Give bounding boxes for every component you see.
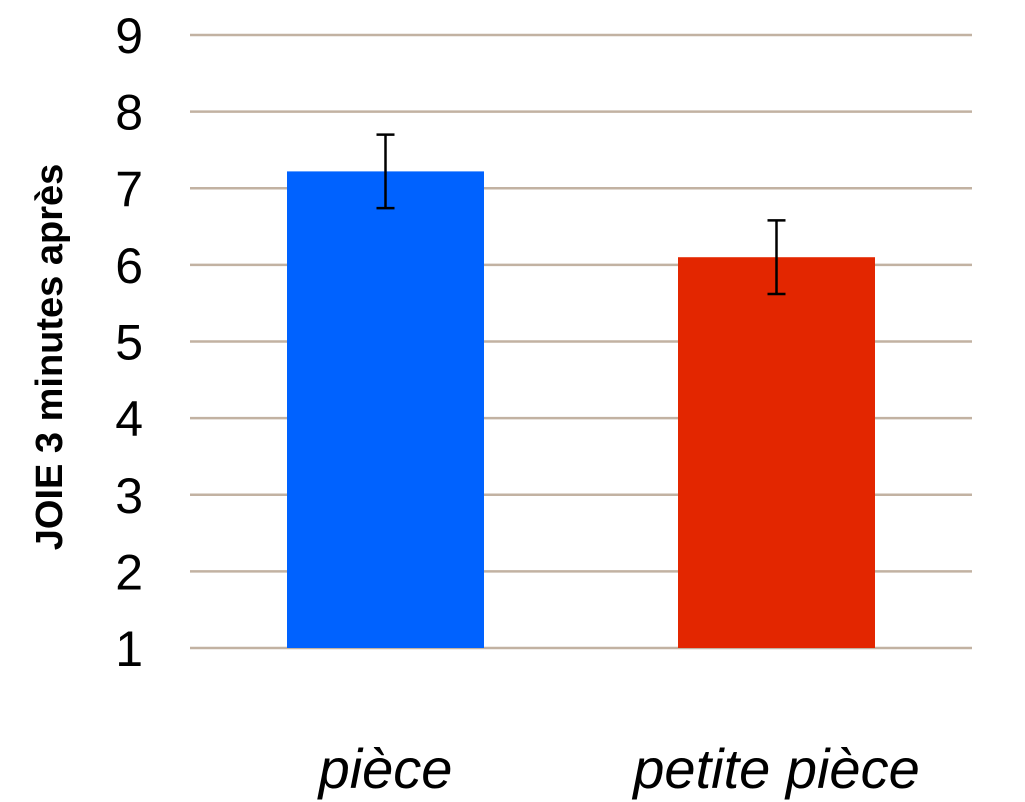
category-labels: pièce petite pièce xyxy=(317,737,920,800)
y-axis-label: JOIE 3 minutes après xyxy=(29,164,71,551)
y-tick-label: 3 xyxy=(115,468,143,524)
y-tick-label: 4 xyxy=(115,391,143,447)
y-tick-label: 1 xyxy=(115,621,143,677)
bar-2 xyxy=(678,257,875,648)
bar-1 xyxy=(287,171,484,648)
error-bar-1 xyxy=(376,133,395,210)
y-tick-label: 9 xyxy=(115,8,143,64)
category-label: petite pièce xyxy=(631,737,919,800)
y-tick-label: 7 xyxy=(115,161,143,217)
y-tick-label: 5 xyxy=(115,315,143,371)
y-tick-labels: 1 2 3 4 5 6 7 8 9 xyxy=(115,8,143,677)
error-bars xyxy=(376,133,786,296)
y-tick-label: 6 xyxy=(115,238,143,294)
error-bar-2 xyxy=(767,219,786,296)
y-tick-label: 8 xyxy=(115,85,143,141)
y-tick-label: 2 xyxy=(115,544,143,600)
bars xyxy=(287,171,875,648)
category-label: pièce xyxy=(317,737,453,800)
